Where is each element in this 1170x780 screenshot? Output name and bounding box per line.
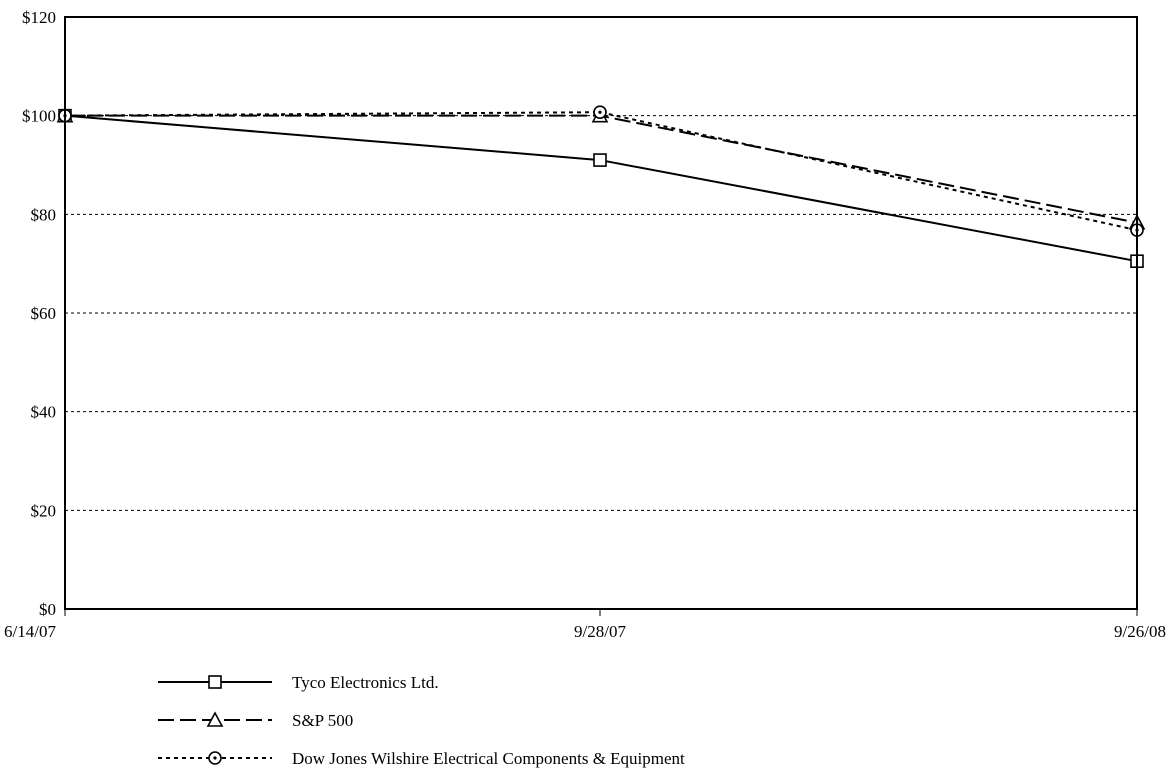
x-tick-label: 9/28/07 (574, 622, 626, 641)
y-tick-label: $40 (31, 403, 57, 422)
square-marker (593, 153, 607, 167)
legend-item: S&P 500 (158, 711, 353, 730)
square-marker (208, 675, 222, 689)
x-tick-label: 9/26/08 (1114, 622, 1166, 641)
legend-label: Dow Jones Wilshire Electrical Components… (292, 749, 685, 768)
triangle-marker (206, 711, 224, 727)
circle-marker-dot (598, 110, 602, 114)
x-tick-label: 6/14/07 (4, 622, 56, 641)
circle-marker-dot (213, 756, 217, 760)
series-lines (56, 105, 1146, 268)
gridlines (65, 115, 1137, 511)
series-line (64, 114, 1138, 263)
legend-item: Dow Jones Wilshire Electrical Components… (158, 749, 685, 768)
plot-frame (64, 16, 1138, 610)
y-tick-label: $20 (31, 501, 57, 520)
y-tick-label: $60 (31, 304, 57, 323)
series-line (65, 114, 1138, 224)
legend-label: S&P 500 (292, 711, 353, 730)
y-tick-label: $80 (31, 205, 57, 224)
y-tick-label: $120 (22, 8, 56, 27)
y-axis-tick-labels: $0 $20 $40 $60 $80 $100 $120 (22, 8, 56, 619)
series-square-line (58, 108, 1144, 268)
series-circle-line (58, 105, 1144, 237)
plot-border (64, 16, 1138, 610)
series-triangle-line (56, 106, 1146, 230)
legend: Tyco Electronics Ltd. S&P 500 Dow Jones Wi… (158, 673, 685, 768)
series-line (64, 111, 1138, 232)
legend-label: Tyco Electronics Ltd. (292, 673, 439, 692)
legend-item: Tyco Electronics Ltd. (158, 673, 439, 692)
y-tick-label: $0 (39, 600, 56, 619)
y-tick-label: $100 (22, 107, 56, 126)
x-axis-tick-labels: 6/14/07 9/28/07 9/26/08 (4, 609, 1166, 641)
